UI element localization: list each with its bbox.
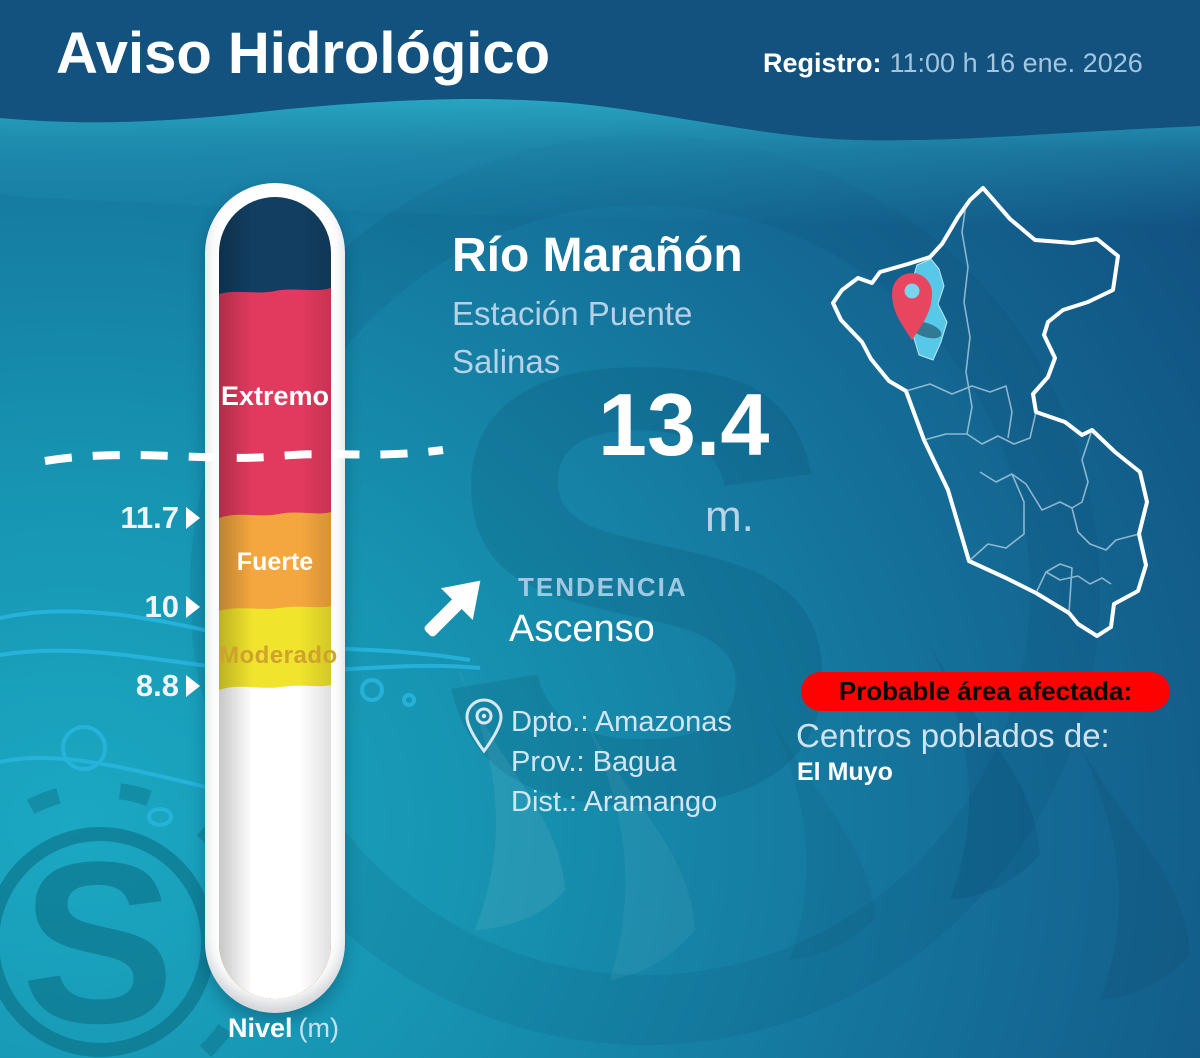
location-prov: Prov.: Bagua — [511, 746, 677, 778]
station-line2: Salinas — [452, 343, 561, 380]
station-name: Estación Puente Salinas — [452, 290, 692, 386]
tendency-label: TENDENCIA — [518, 572, 688, 602]
threshold-arrow-icon — [186, 596, 200, 618]
threshold-value: 11.7 — [120, 500, 179, 535]
location-pin-icon — [465, 698, 503, 754]
map-pin-icon — [892, 272, 932, 340]
affected-area-places: El Muyo — [797, 758, 893, 786]
axis-label: Nivel — [228, 1013, 293, 1043]
affected-area-badge-label: Probable área afectada: — [838, 676, 1133, 706]
current-level-value: 13.4 — [598, 375, 770, 474]
peru-map — [831, 186, 1149, 638]
gauge-tube-shading — [219, 197, 331, 999]
band-label-fuerte: Fuerte — [236, 548, 314, 576]
trend-up-arrow-icon — [424, 580, 481, 637]
level-unit: m. — [705, 492, 754, 541]
location-info: Dpto.: Amazonas Prov.: Bagua Dist.: Aram… — [511, 702, 732, 822]
band-label-extremo: Extremo — [220, 381, 330, 411]
registro-label: Registro: — [763, 48, 882, 78]
gauge-axis-label: Nivel (m) — [228, 1013, 339, 1044]
threshold-marker-11-7: 11.7 — [90, 498, 200, 538]
threshold-marker-10: 10 — [90, 587, 200, 627]
location-dist: Dist.: Aramango — [511, 786, 718, 818]
threshold-marker-8-8: 8.8 — [90, 666, 200, 706]
threshold-arrow-icon — [186, 675, 200, 697]
affected-area-badge: Probable área afectada: — [801, 672, 1170, 711]
threshold-value: 10 — [144, 589, 179, 624]
map-pin-hole — [904, 283, 920, 299]
svg-text:S: S — [21, 814, 174, 1058]
page-title: Aviso Hidrológico — [56, 21, 551, 86]
river-name: Río Marañón — [452, 229, 743, 282]
affected-area-heading: Centros poblados de: — [796, 717, 1110, 754]
tendency-value: Ascenso — [509, 608, 655, 650]
threshold-arrow-icon — [186, 507, 200, 529]
registro-value: 11:00 h 16 ene. 2026 — [889, 48, 1143, 78]
peru-department-borders — [905, 203, 1140, 614]
peru-outline — [831, 186, 1149, 638]
axis-unit: (m) — [298, 1013, 340, 1043]
location-dpto: Dpto.: Amazonas — [511, 706, 732, 738]
registro-timestamp: Registro: 11:00 h 16 ene. 2026 — [763, 48, 1143, 79]
station-line1: Estación Puente — [452, 295, 693, 332]
threshold-value: 8.8 — [135, 668, 179, 703]
band-label-moderado: Moderado — [219, 642, 338, 669]
